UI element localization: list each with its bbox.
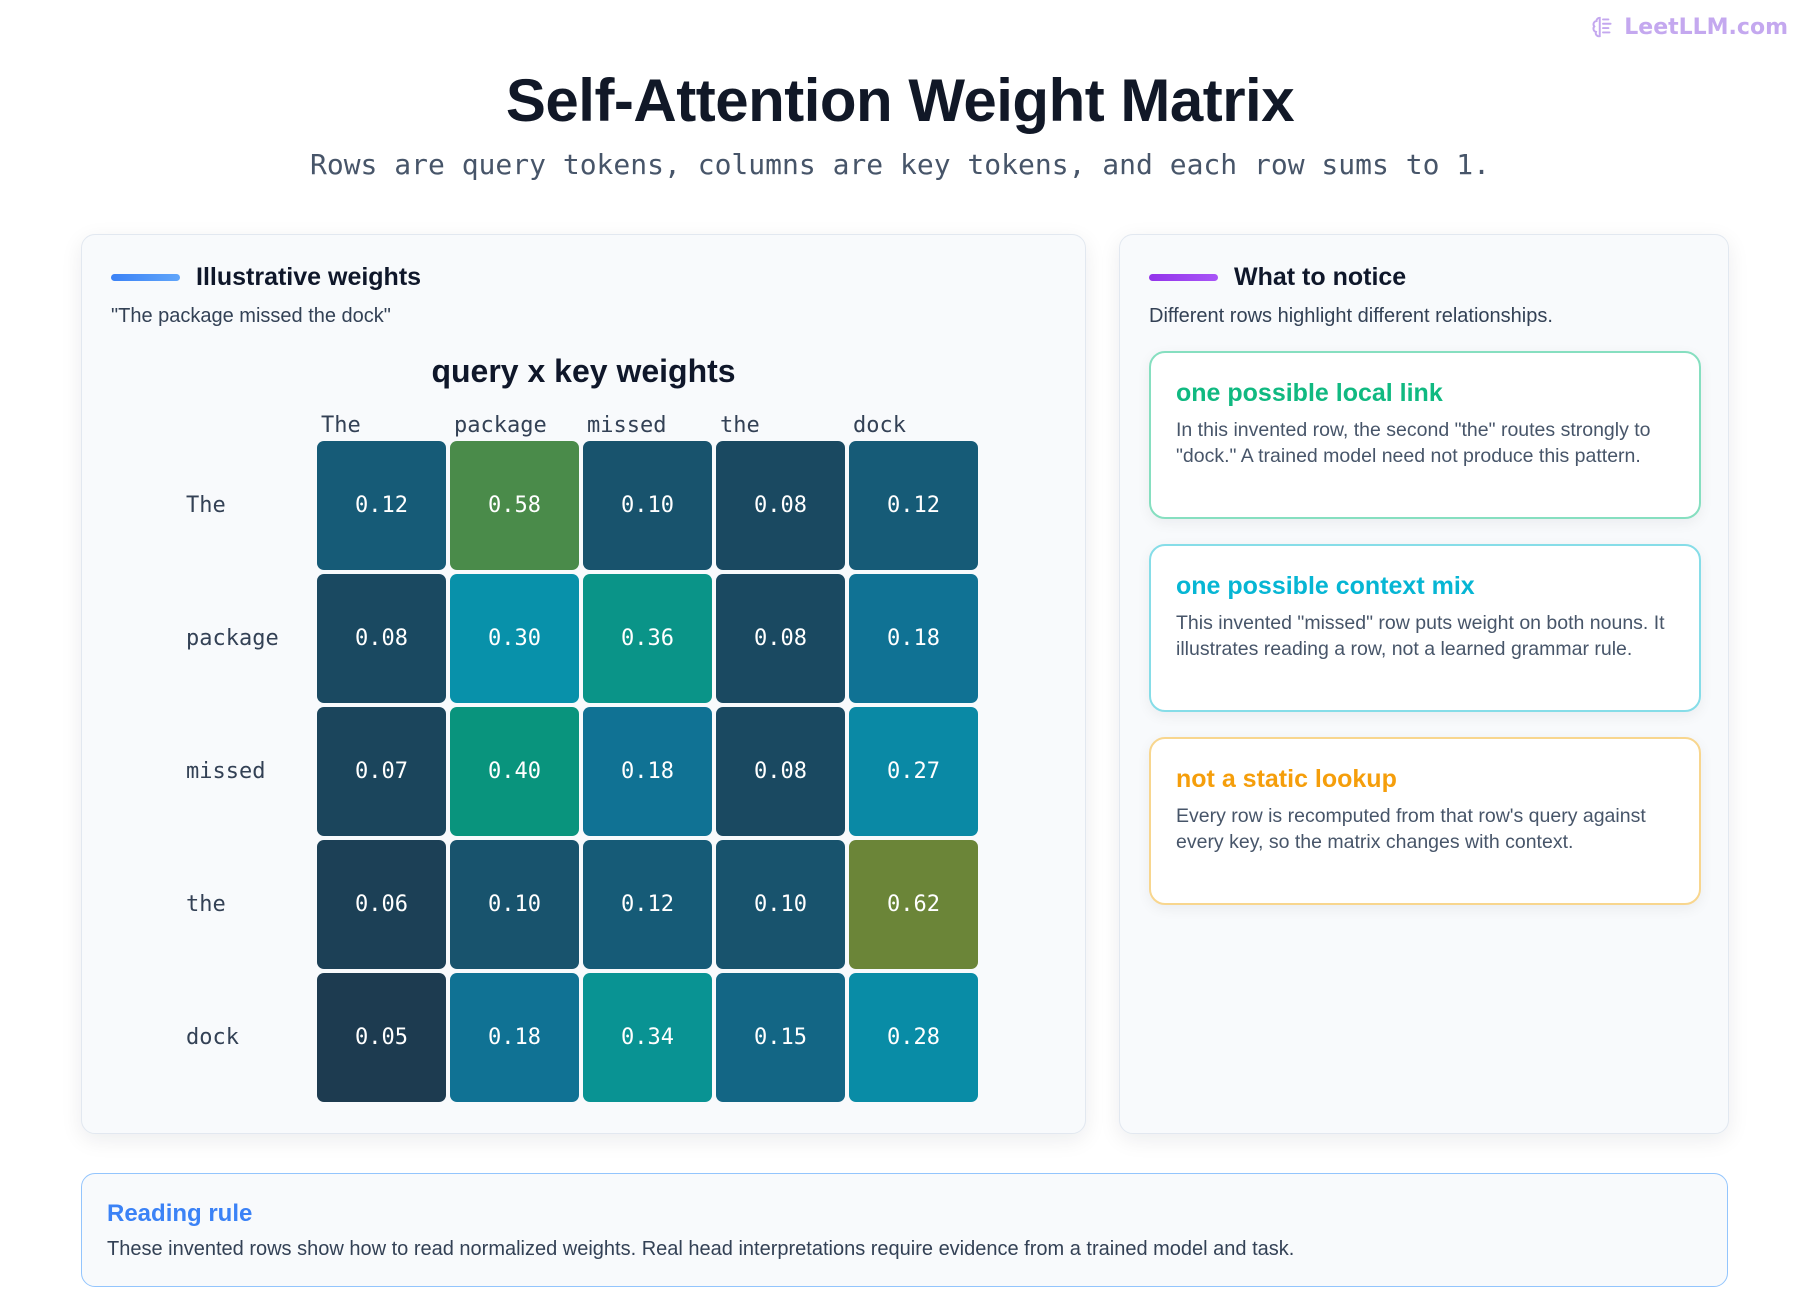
column-label: dock bbox=[853, 413, 906, 438]
notice-card-title: one possible context mix bbox=[1176, 572, 1475, 600]
heatmap-cell: 0.18 bbox=[450, 973, 579, 1102]
notice-card-title: one possible local link bbox=[1176, 379, 1443, 407]
heatmap-cell: 0.30 bbox=[450, 574, 579, 703]
row-label: dock bbox=[186, 1025, 239, 1050]
heatmap-cell: 0.12 bbox=[317, 441, 446, 570]
row-label: the bbox=[186, 892, 226, 917]
heatmap-cell: 0.34 bbox=[583, 973, 712, 1102]
column-label: package bbox=[454, 413, 547, 438]
notice-panel-subtitle: Different rows highlight different relat… bbox=[1149, 305, 1553, 327]
page-title: Self-Attention Weight Matrix bbox=[505, 67, 1295, 134]
notice-card-static-lookup: not a static lookup Every row is recompu… bbox=[1149, 737, 1701, 905]
row-label: missed bbox=[186, 759, 266, 784]
heatmap-cell: 0.08 bbox=[716, 574, 845, 703]
column-label: missed bbox=[587, 413, 667, 438]
notice-panel-title: What to notice bbox=[1234, 263, 1407, 291]
notice-card-body: This invented "missed" row puts weight o… bbox=[1176, 612, 1665, 660]
brand-logo[interactable]: LeetLLM.com bbox=[1590, 14, 1788, 40]
notice-accent-bar bbox=[1149, 274, 1218, 281]
weights-panel-title: Illustrative weights bbox=[196, 263, 422, 291]
reading-rule-box: Reading rule These invented rows show ho… bbox=[81, 1173, 1728, 1287]
page-subtitle: Rows are query tokens, columns are key t… bbox=[309, 148, 1491, 181]
heatmap-cell: 0.08 bbox=[716, 441, 845, 570]
reading-rule-title: Reading rule bbox=[107, 1200, 253, 1227]
brain-icon bbox=[1592, 16, 1612, 38]
heatmap-cell: 0.10 bbox=[583, 441, 712, 570]
heatmap-cell: 0.06 bbox=[317, 840, 446, 969]
row-label: package bbox=[186, 626, 279, 651]
heatmap-cell: 0.07 bbox=[317, 707, 446, 836]
heatmap-cell: 0.40 bbox=[450, 707, 579, 836]
heatmap-cell: 0.12 bbox=[583, 840, 712, 969]
notice-card-local-link: one possible local link In this invented… bbox=[1149, 351, 1701, 519]
heatmap-cell: 0.05 bbox=[317, 973, 446, 1102]
notice-panel: What to notice Different rows highlight … bbox=[1119, 234, 1729, 1134]
heatmap-cell: 0.27 bbox=[849, 707, 978, 836]
weights-panel-subtitle: "The package missed the dock" bbox=[111, 305, 391, 327]
heatmap-cell: 0.10 bbox=[716, 840, 845, 969]
heatmap-cell: 0.18 bbox=[583, 707, 712, 836]
notice-card-body: In this invented row, the second "the" r… bbox=[1176, 419, 1651, 467]
heatmap-cell: 0.28 bbox=[849, 973, 978, 1102]
notice-card-context-mix: one possible context mix This invented "… bbox=[1149, 544, 1701, 712]
notice-card-title: not a static lookup bbox=[1176, 765, 1397, 793]
notice-panel-header: What to notice bbox=[1149, 263, 1406, 292]
heatmap-cell: 0.36 bbox=[583, 574, 712, 703]
heatmap-cell: 0.15 bbox=[716, 973, 845, 1102]
heatmap-cell: 0.08 bbox=[317, 574, 446, 703]
heatmap-cell: 0.62 bbox=[849, 840, 978, 969]
column-label: The bbox=[321, 413, 361, 438]
reading-rule-text: These invented rows show how to read nor… bbox=[107, 1238, 1295, 1260]
heatmap-cell: 0.18 bbox=[849, 574, 978, 703]
brand-label: LeetLLM.com bbox=[1624, 14, 1788, 40]
heatmap-cell: 0.58 bbox=[450, 441, 579, 570]
weights-accent-bar bbox=[111, 274, 180, 281]
weights-panel-header: Illustrative weights bbox=[111, 263, 421, 292]
chart-title: query x key weights bbox=[431, 353, 736, 389]
heatmap-cell: 0.10 bbox=[450, 840, 579, 969]
heatmap-cell: 0.08 bbox=[716, 707, 845, 836]
column-label: the bbox=[720, 413, 760, 438]
heatmap-cell: 0.12 bbox=[849, 441, 978, 570]
notice-card-body: Every row is recomputed from that row's … bbox=[1176, 805, 1646, 853]
row-label: The bbox=[186, 493, 226, 518]
weights-panel: Illustrative weights "The package missed… bbox=[81, 234, 1086, 1134]
